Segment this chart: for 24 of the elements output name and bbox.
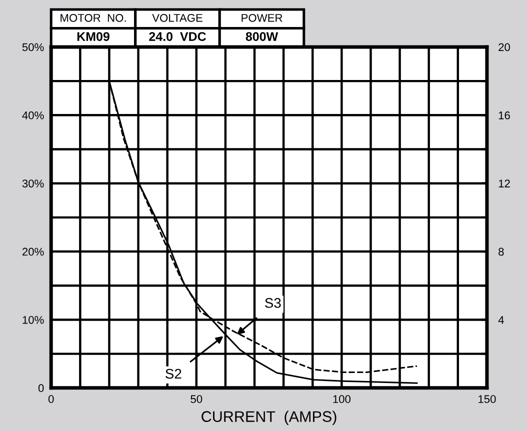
text: KM09 xyxy=(77,32,110,41)
annotation: S3 xyxy=(265,298,281,308)
x-tick-label: 0 xyxy=(48,395,54,404)
text: MOTOR NO. xyxy=(60,14,126,22)
text: 24.0 VDC xyxy=(149,32,206,41)
y-tick-label: 30% xyxy=(22,180,44,188)
x-axis-title: CURRENT (AMPS) xyxy=(202,410,336,425)
y2-tick-label: 8 xyxy=(498,248,504,256)
text: VOLTAGE xyxy=(152,14,202,22)
y2-tick-label: 4 xyxy=(498,316,504,324)
y-tick-label: 40% xyxy=(22,111,44,120)
y-tick-label: 20% xyxy=(22,248,44,256)
y2-tick-label: 16 xyxy=(498,111,510,120)
x-tick-label: 100 xyxy=(333,395,351,404)
y-tick-label: 0 xyxy=(38,384,44,392)
text: 800W xyxy=(246,32,278,41)
y-tick-label: 50% xyxy=(22,43,44,52)
y2-tick-label: 20 xyxy=(498,43,510,52)
y2-tick-label: 12 xyxy=(498,180,510,188)
annotation: S2 xyxy=(166,368,182,379)
y-tick-label: 10% xyxy=(22,316,44,324)
text: POWER xyxy=(242,14,282,22)
x-tick-label: 50 xyxy=(190,395,202,404)
x-tick-label: 150 xyxy=(478,395,496,404)
